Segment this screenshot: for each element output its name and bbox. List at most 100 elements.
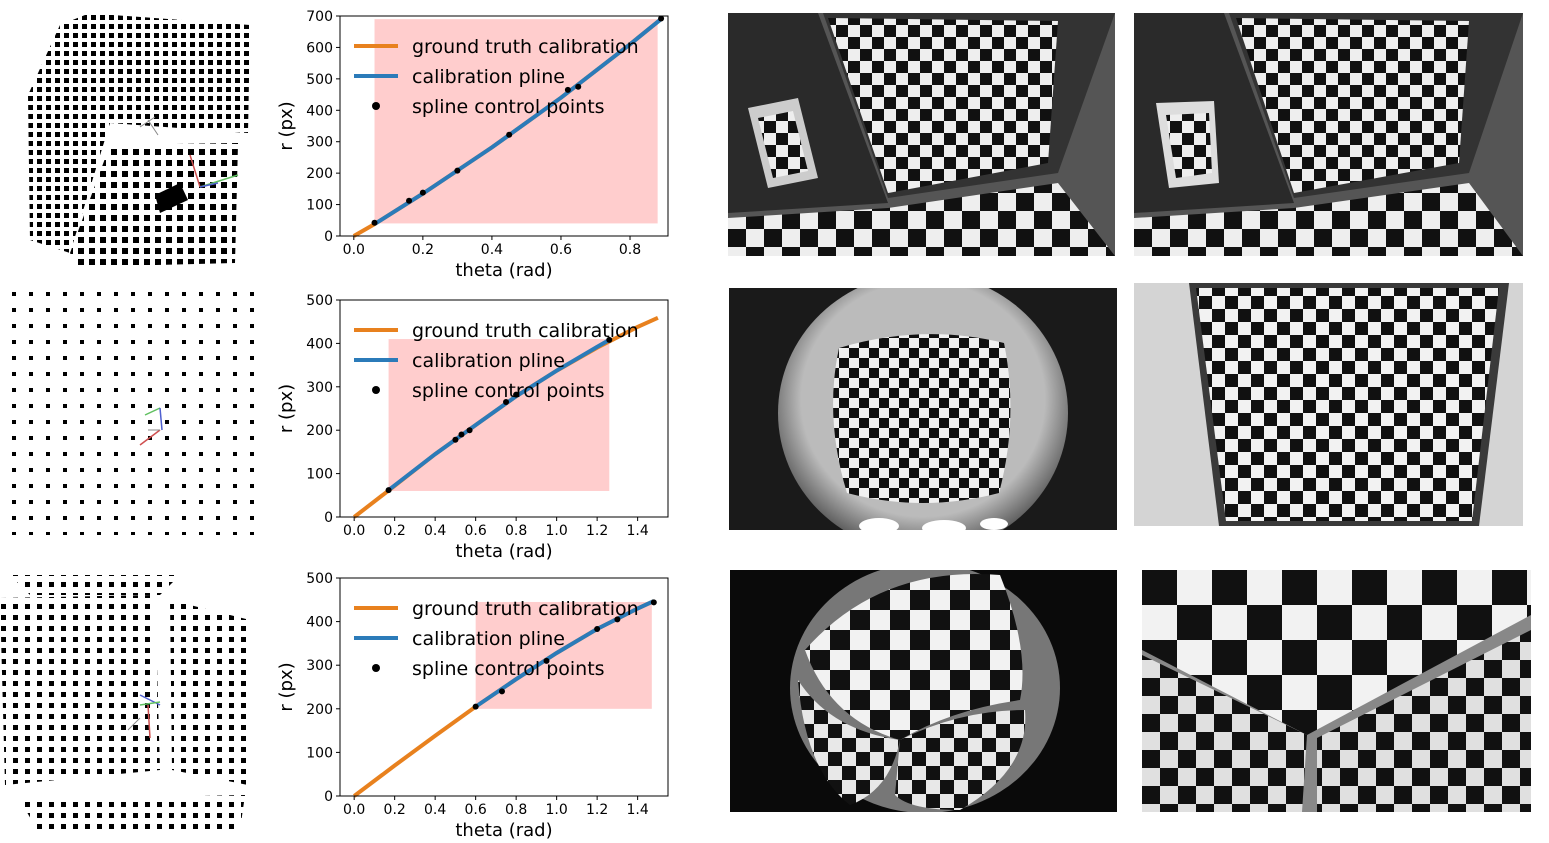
legend-label: ground truth calibration <box>412 598 639 620</box>
control-point <box>564 86 571 93</box>
camera-image-3-distorted <box>730 570 1117 812</box>
plot-frame <box>339 15 669 237</box>
y-axis-label: r (px) <box>276 384 297 433</box>
legend-label: calibration pline <box>412 66 565 88</box>
x-tick-label: 1.2 <box>586 523 608 539</box>
control-point <box>658 15 665 22</box>
x-tick-label: 0.8 <box>505 523 527 539</box>
y-tick-label: 300 <box>306 135 333 151</box>
legend-label: ground truth calibration <box>412 36 639 58</box>
legend-swatch <box>372 102 380 110</box>
legend-label: spline control points <box>412 380 605 402</box>
y-axis-label: r (px) <box>276 662 297 711</box>
y-tick-label: 300 <box>306 380 333 396</box>
y-tick-label: 700 <box>306 9 333 25</box>
legend-swatch <box>372 664 380 672</box>
legend-label: spline control points <box>412 658 605 680</box>
y-axis-label: r (px) <box>276 101 297 150</box>
camera-image-2-distorted <box>729 288 1117 530</box>
control-point <box>419 189 426 196</box>
control-point <box>606 336 613 343</box>
y-tick-label: 500 <box>306 571 333 587</box>
y-tick-label: 500 <box>306 293 333 309</box>
legend-label: spline control points <box>412 96 605 118</box>
x-tick-label: 1.4 <box>626 523 648 539</box>
control-point <box>371 219 378 226</box>
x-axis-label: theta (rad) <box>455 820 552 841</box>
calibration-chart-3: 0.0 0.2 0.4 0.6 0.8 1.0 1.2 1.4 0 100 200 300 400 500… <box>276 571 669 841</box>
x-tick-label: 0.0 <box>343 802 365 818</box>
camera-image-2-undistorted <box>1134 283 1523 526</box>
legend-label: calibration pline <box>412 628 565 650</box>
legend-swatch <box>372 386 380 394</box>
x-tick-label: 0.4 <box>424 802 446 818</box>
y-tick-label: 0 <box>324 510 333 526</box>
control-point <box>385 487 392 494</box>
control-point <box>498 688 505 695</box>
y-tick-label: 600 <box>306 40 333 56</box>
control-point <box>543 657 550 664</box>
y-tick-label: 500 <box>306 72 333 88</box>
x-tick-label: 0.6 <box>465 523 487 539</box>
x-axis-label: theta (rad) <box>455 260 552 281</box>
pointcloud-view-2 <box>10 290 260 535</box>
control-point <box>575 83 582 90</box>
plot-frame <box>339 577 669 797</box>
y-tick-label: 0 <box>324 229 333 245</box>
x-tick-label: 0.8 <box>619 242 641 258</box>
x-tick-label: 0.0 <box>343 242 365 258</box>
control-point <box>466 427 473 434</box>
control-point <box>503 398 510 405</box>
x-tick-label: 1.0 <box>546 802 568 818</box>
highlight-region <box>475 601 652 709</box>
x-tick-label: 1.4 <box>626 802 648 818</box>
camera-image-3-undistorted <box>1142 570 1531 812</box>
y-tick-label: 400 <box>306 103 333 119</box>
x-tick-label: 0.6 <box>550 242 572 258</box>
x-tick-label: 0.4 <box>481 242 503 258</box>
control-point <box>506 131 513 138</box>
y-tick-label: 200 <box>306 423 333 439</box>
x-tick-label: 0.4 <box>424 523 446 539</box>
x-tick-label: 0.6 <box>465 802 487 818</box>
y-tick-label: 400 <box>306 336 333 352</box>
control-point <box>452 436 459 443</box>
control-point <box>406 197 413 204</box>
control-point <box>472 703 479 710</box>
calibration-spline-line <box>474 599 655 709</box>
y-tick-label: 100 <box>306 198 333 214</box>
legend-label: calibration pline <box>412 350 565 372</box>
highlight-region <box>388 339 610 491</box>
y-tick-label: 100 <box>306 467 333 483</box>
x-tick-label: 0.0 <box>343 523 365 539</box>
y-tick-label: 300 <box>306 658 333 674</box>
y-tick-label: 0 <box>324 789 333 805</box>
x-tick-label: 1.0 <box>546 523 568 539</box>
plot-frame <box>339 299 669 518</box>
y-tick-label: 200 <box>306 702 333 718</box>
calibration-chart-2: 0.0 0.2 0.4 0.6 0.8 1.0 1.2 1.4 0 100 200 300 400 500… <box>276 293 669 562</box>
pointcloud-view-3 <box>0 575 250 835</box>
x-tick-label: 0.2 <box>412 242 434 258</box>
y-tick-label: 400 <box>306 615 333 631</box>
calibration-chart-1: 0.0 0.2 0.4 0.6 0.8 0 100 200 300 400 500 600 700 the… <box>276 9 669 281</box>
control-point <box>650 599 657 606</box>
x-axis-label: theta (rad) <box>455 541 552 562</box>
legend-label: ground truth calibration <box>412 320 639 342</box>
control-point <box>614 616 621 623</box>
highlight-region <box>374 19 658 224</box>
y-tick-label: 200 <box>306 166 333 182</box>
y-tick-label: 100 <box>306 745 333 761</box>
camera-image-1-undistorted <box>1134 13 1523 256</box>
x-tick-label: 0.8 <box>505 802 527 818</box>
camera-image-1-distorted <box>728 13 1115 256</box>
x-tick-label: 0.2 <box>384 523 406 539</box>
calibration-spline-line <box>373 17 663 226</box>
x-tick-label: 1.2 <box>586 802 608 818</box>
x-tick-label: 0.2 <box>384 802 406 818</box>
control-point <box>454 167 461 174</box>
control-point <box>513 391 520 398</box>
control-point <box>594 626 601 633</box>
pointcloud-view-1 <box>28 13 250 267</box>
control-point <box>458 431 465 438</box>
